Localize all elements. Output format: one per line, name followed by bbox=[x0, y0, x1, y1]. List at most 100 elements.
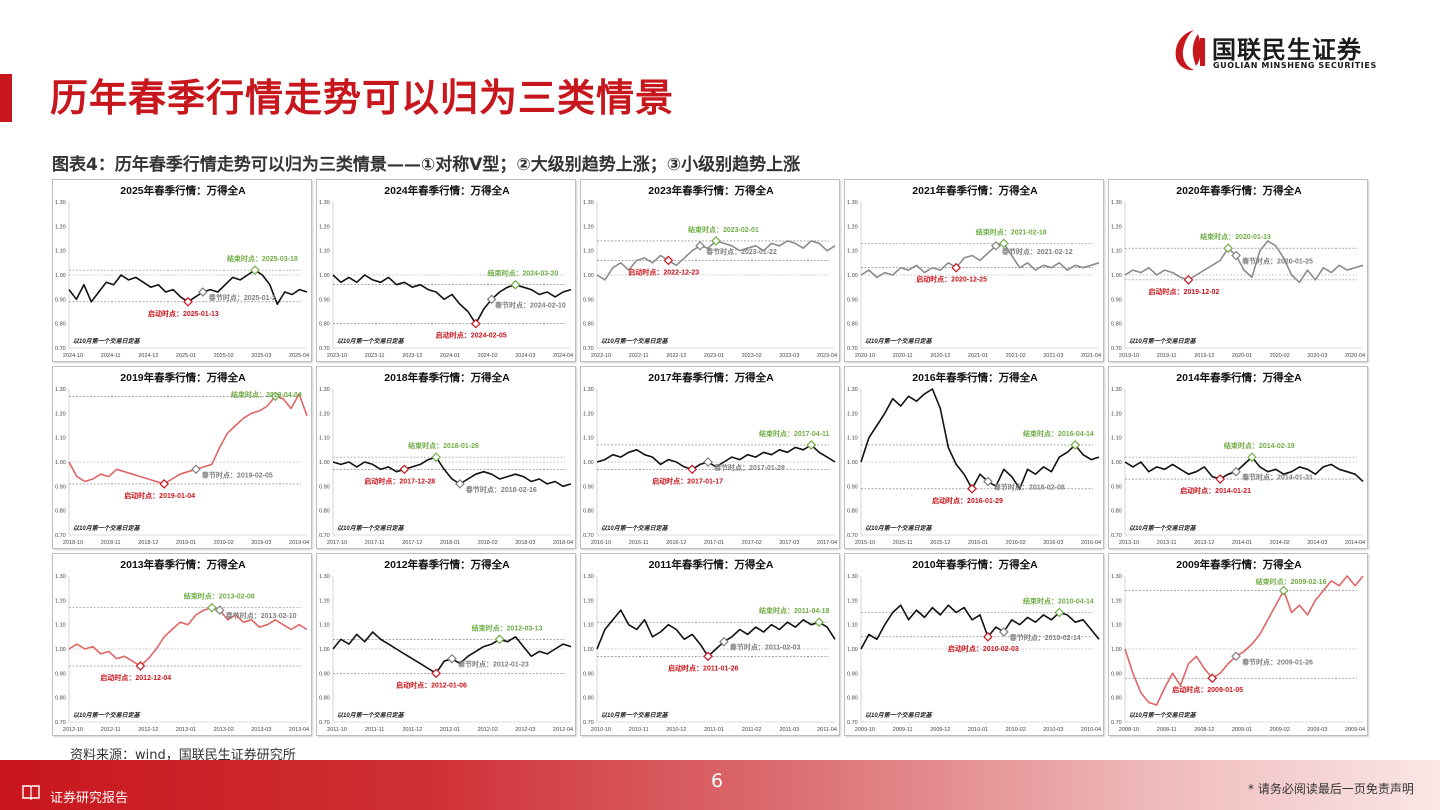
y-tick-label: 1.10 bbox=[847, 436, 858, 442]
series-line bbox=[332, 456, 572, 488]
x-tick-label: 2020-04 bbox=[1345, 353, 1365, 359]
festival-marker bbox=[983, 476, 993, 487]
x-tick-label: 2025-03 bbox=[251, 353, 271, 359]
end-annotation: 结束时点：2020-01-13 bbox=[1199, 232, 1271, 241]
chart-title: 2020年春季行情：万得全A bbox=[1176, 184, 1302, 197]
festival-marker bbox=[214, 605, 225, 615]
x-tick-label: 2021-02 bbox=[1006, 353, 1026, 359]
start-annotation: 启动时点：2019-01-04 bbox=[124, 491, 195, 500]
end-annotation: 结束时点：2011-04-18 bbox=[758, 606, 830, 615]
chart-svg: 2013年春季行情：万得全A 1.30 1.20 1.10 1.00 0.90 0.80 0.… bbox=[55, 558, 309, 733]
source-note: 资料来源：wind，国联民生证券研究所 bbox=[70, 748, 296, 763]
x-tick-label: 2023-04 bbox=[817, 353, 837, 359]
x-tick-label: 2018-11 bbox=[101, 540, 121, 546]
festival-marker bbox=[695, 240, 705, 251]
chart-svg: 2014年春季行情：万得全A 1.30 1.20 1.10 1.00 0.90 0.80 0.… bbox=[1111, 371, 1365, 546]
festival-marker bbox=[1231, 466, 1241, 477]
chart-panel: 2025年春季行情：万得全A 1.30 1.20 1.10 1.00 0.90 0.80 0.… bbox=[52, 179, 312, 362]
y-tick-label: 0.70 bbox=[1111, 346, 1122, 352]
festival-marker bbox=[486, 294, 497, 305]
x-tick-label: 2017-02 bbox=[742, 540, 762, 546]
y-tick-label: 1.20 bbox=[55, 411, 66, 417]
end-marker bbox=[1054, 607, 1065, 618]
chart-svg: 2020年春季行情：万得全A 1.30 1.20 1.10 1.00 0.90 0.80 0.… bbox=[1111, 184, 1365, 359]
end-marker bbox=[1278, 585, 1289, 596]
start-annotation: 启动时点：2025-01-13 bbox=[148, 309, 219, 318]
x-tick-label: 2023-12 bbox=[402, 353, 422, 359]
series-line bbox=[68, 393, 308, 485]
x-tick-label: 2012-12 bbox=[138, 727, 158, 733]
x-tick-label: 2020-12 bbox=[930, 353, 950, 359]
series-line bbox=[860, 388, 1100, 490]
x-tick-label: 2011-04 bbox=[817, 727, 837, 733]
y-tick-label: 1.00 bbox=[847, 273, 858, 279]
festival-annotation: 春节时点：2018-02-16 bbox=[465, 485, 537, 494]
y-tick-label: 1.00 bbox=[319, 273, 330, 279]
x-tick-label: 2018-02 bbox=[478, 540, 498, 546]
start-marker bbox=[951, 262, 962, 273]
festival-annotation: 春节时点：2010-02-14 bbox=[1009, 633, 1081, 642]
start-annotation: 启动时点：2017-01-17 bbox=[652, 476, 723, 485]
chart-panel: 2011年春季行情：万得全A 1.30 1.20 1.10 1.00 0.90 0.80 0.… bbox=[580, 553, 840, 736]
y-tick-label: 1.30 bbox=[583, 574, 594, 580]
x-tick-label: 2021-03 bbox=[1043, 353, 1063, 359]
baseline-note: 以10月第一个交易日定基 bbox=[601, 524, 669, 532]
chart-panel: 2021年春季行情：万得全A 1.30 1.20 1.10 1.00 0.90 0.80 0.… bbox=[844, 179, 1104, 362]
x-tick-label: 2024-03 bbox=[515, 353, 535, 359]
end-annotation: 结束时点：2024-03-20 bbox=[486, 269, 558, 278]
x-tick-label: 2011-12 bbox=[402, 727, 422, 733]
start-annotation: 启动时点：2022-12-23 bbox=[628, 267, 699, 276]
y-tick-label: 1.20 bbox=[583, 598, 594, 604]
y-tick-label: 0.90 bbox=[1111, 297, 1122, 303]
y-tick-label: 0.80 bbox=[847, 696, 858, 702]
baseline-note: 以10月第一个交易日定基 bbox=[337, 337, 405, 345]
chart-title: 2024年春季行情：万得全A bbox=[384, 184, 510, 197]
y-tick-label: 1.00 bbox=[55, 647, 66, 653]
y-tick-label: 1.10 bbox=[847, 249, 858, 255]
y-tick-label: 0.90 bbox=[583, 297, 594, 303]
x-tick-label: 2023-03 bbox=[779, 353, 799, 359]
festival-annotation: 春节时点：2025-01-2 bbox=[208, 293, 276, 302]
x-tick-label: 2019-10 bbox=[1119, 353, 1139, 359]
end-marker bbox=[1247, 452, 1257, 462]
chart-title: 2012年春季行情：万得全A bbox=[384, 558, 510, 571]
x-tick-label: 2016-03 bbox=[1043, 540, 1063, 546]
x-tick-label: 2018-10 bbox=[63, 540, 83, 546]
y-tick-label: 1.00 bbox=[847, 647, 858, 653]
x-tick-label: 2020-01 bbox=[1232, 353, 1252, 359]
chart-title: 2010年春季行情：万得全A bbox=[912, 558, 1038, 571]
festival-annotation: 春节时点：2017-01-28 bbox=[713, 463, 785, 472]
festival-marker bbox=[703, 457, 713, 467]
baseline-note: 以10月第一个交易日定基 bbox=[865, 337, 933, 345]
end-marker bbox=[206, 602, 217, 613]
x-tick-label: 2009-10 bbox=[855, 727, 875, 733]
book-icon bbox=[22, 785, 40, 800]
festival-annotation: 春节时点：2013-02-10 bbox=[225, 611, 297, 620]
end-annotation: 结束时点：2025-03-18 bbox=[226, 254, 298, 263]
chart-title: 2017年春季行情：万得全A bbox=[648, 371, 774, 384]
y-tick-label: 0.80 bbox=[583, 509, 594, 515]
end-marker bbox=[431, 452, 441, 462]
y-tick-label: 0.80 bbox=[55, 322, 66, 328]
end-annotation: 结束时点：2013-02-08 bbox=[183, 592, 255, 601]
x-tick-label: 2011-02 bbox=[742, 727, 762, 733]
x-tick-label: 2025-04 bbox=[289, 353, 309, 359]
festival-annotation: 春节时点：2024-02-10 bbox=[494, 300, 566, 309]
series-line bbox=[596, 609, 836, 658]
start-annotation: 启动时点：2011-01-26 bbox=[668, 663, 739, 672]
chart-title: 2019年春季行情：万得全A bbox=[120, 371, 246, 384]
chart-title: 2014年春季行情：万得全A bbox=[1176, 371, 1302, 384]
y-tick-label: 1.20 bbox=[847, 411, 858, 417]
festival-marker bbox=[719, 636, 729, 647]
end-marker bbox=[494, 634, 505, 645]
series-line bbox=[332, 274, 572, 325]
series-line bbox=[1124, 456, 1364, 483]
chart-panel: 2023年春季行情：万得全A 1.30 1.20 1.10 1.00 0.90 0.80 0.… bbox=[580, 179, 840, 362]
y-tick-label: 1.00 bbox=[55, 273, 66, 279]
x-tick-label: 2016-12 bbox=[666, 540, 686, 546]
y-tick-label: 1.30 bbox=[1111, 200, 1122, 206]
y-tick-label: 1.20 bbox=[847, 598, 858, 604]
festival-annotation: 春节时点：2019-02-05 bbox=[201, 470, 273, 479]
end-marker bbox=[1223, 243, 1233, 254]
page-number: 6 bbox=[711, 770, 724, 792]
